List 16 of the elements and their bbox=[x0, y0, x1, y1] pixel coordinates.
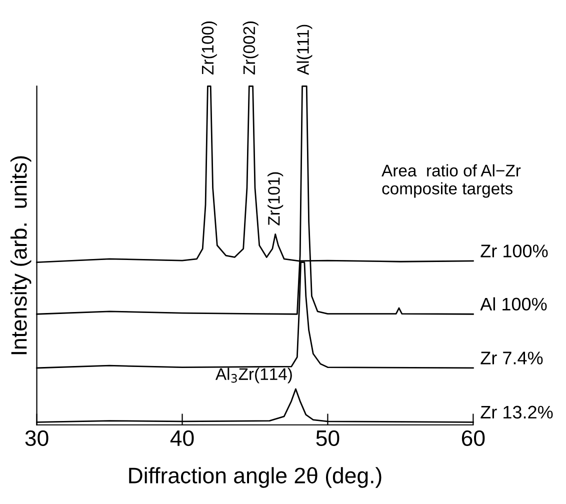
annotation: Al$_{3}$Zr(114) bbox=[215, 368, 292, 384]
series-label: Al 100% bbox=[480, 297, 547, 311]
annotation: Area ratio of Al−Zr composite targets bbox=[382, 164, 521, 198]
annotation: Zr(100) bbox=[201, 21, 217, 75]
annotation: Zr(002) bbox=[242, 21, 258, 75]
x-tick-label: 30 bbox=[25, 430, 48, 446]
x-tick-label: 50 bbox=[316, 430, 340, 446]
annotation: Zr(101) bbox=[268, 172, 284, 226]
x-tick-label: 40 bbox=[170, 430, 194, 446]
x-tick-label: 60 bbox=[462, 430, 485, 446]
x-axis-title: Diffraction angle 2θ (deg.) bbox=[129, 467, 382, 488]
annotation: Al(111) bbox=[296, 24, 312, 76]
series-label: Zr 13.2% bbox=[480, 406, 553, 419]
series-label: Zr 100% bbox=[480, 244, 548, 258]
series-label: Zr 7.4% bbox=[480, 352, 543, 364]
y-axis-title: Intensity (arb. units) bbox=[10, 156, 32, 354]
